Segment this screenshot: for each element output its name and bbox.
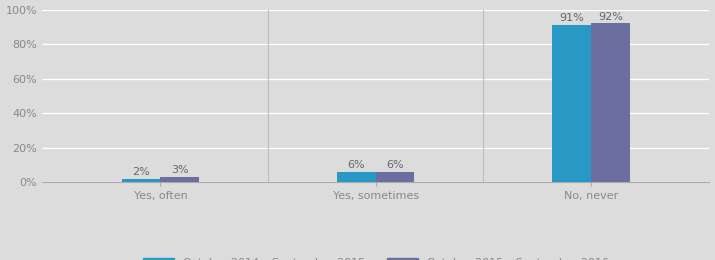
Text: 6%: 6% bbox=[386, 160, 404, 170]
Text: 92%: 92% bbox=[598, 12, 623, 22]
Text: 91%: 91% bbox=[559, 13, 584, 23]
Bar bbox=[122, 179, 160, 182]
Legend: October 2014 – September 2015, October 2015 – September 2016: October 2014 – September 2015, October 2… bbox=[138, 253, 613, 260]
Bar bbox=[160, 177, 199, 182]
Bar bbox=[591, 23, 630, 182]
Bar bbox=[376, 172, 415, 182]
Bar bbox=[337, 172, 376, 182]
Bar bbox=[552, 25, 591, 182]
Text: 6%: 6% bbox=[347, 160, 365, 170]
Text: 3%: 3% bbox=[171, 165, 189, 175]
Text: 2%: 2% bbox=[132, 167, 150, 177]
